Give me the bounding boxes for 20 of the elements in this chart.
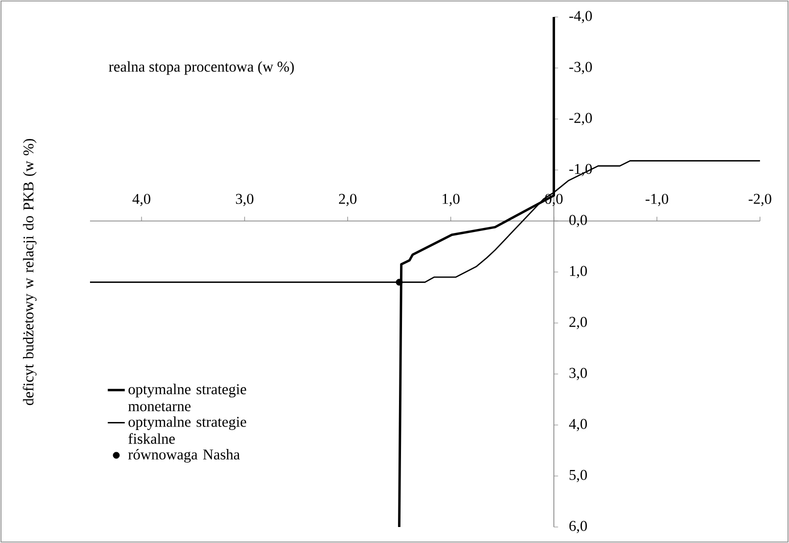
x-tick-label: 4,0 <box>132 194 150 206</box>
y-tick-label: -2,0 <box>569 112 592 126</box>
y-tick-label: 6,0 <box>569 520 587 534</box>
y-tick-label: 5,0 <box>570 470 587 482</box>
y-tick-label: -3,0 <box>569 62 592 74</box>
y-axis-title: deficyt budżetowy w relacji do PKB (w %) <box>22 139 37 406</box>
legend-label: optymalne strategie monetarne <box>128 384 246 412</box>
x-axis-title: realna stopa procentowa (w %) <box>108 61 294 75</box>
x-tick-label: -1,0 <box>646 194 668 206</box>
y-tick-label: 1,0 <box>570 266 587 278</box>
y-tick-label: -4,0 <box>569 10 592 24</box>
x-tick-label: 2,0 <box>339 194 356 206</box>
y-tick-label: 4,0 <box>569 418 587 432</box>
y-tick-label: 3,0 <box>569 368 587 380</box>
x-tick-label: 3,0 <box>236 194 254 206</box>
x-tick-label: 1,0 <box>442 194 460 206</box>
y-tick-label: 0,0 <box>569 214 587 228</box>
y-tick-label: 2,0 <box>569 316 587 330</box>
x-tick-label: -2,0 <box>748 194 772 206</box>
legend-label: równowaga Nasha <box>128 448 240 463</box>
